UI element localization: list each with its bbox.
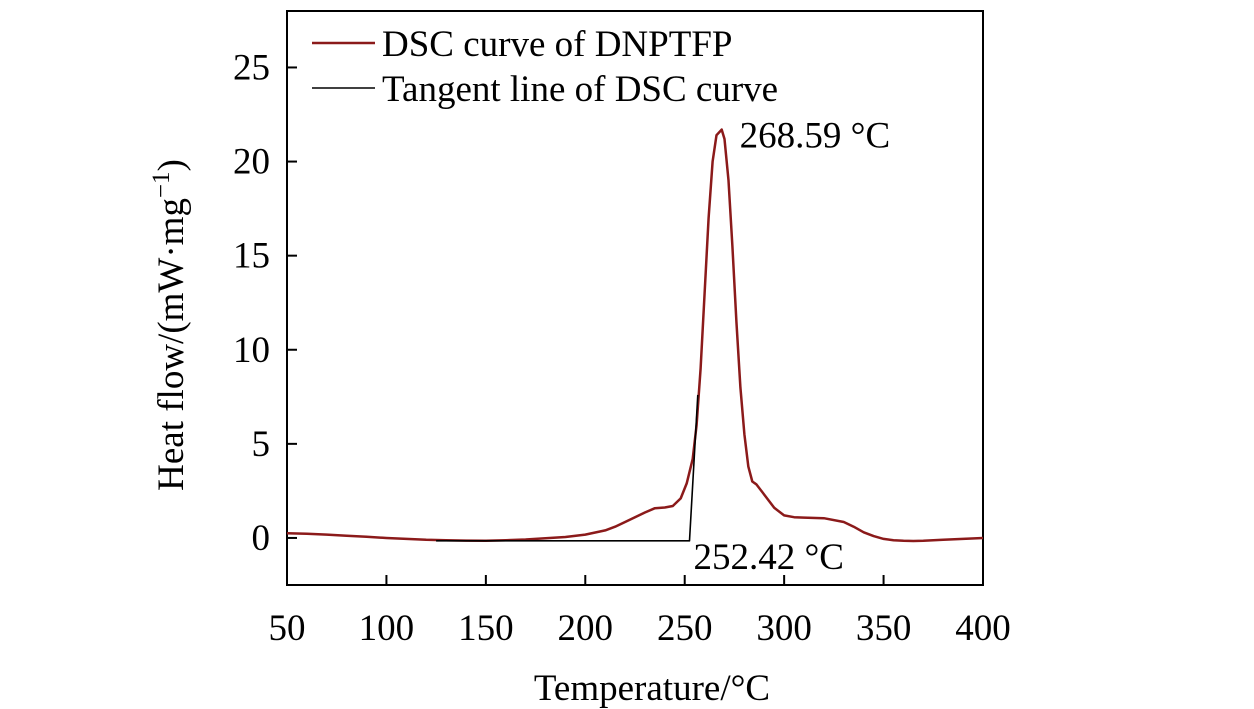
x-tick-label: 350 — [856, 608, 912, 649]
y-axis-title: Heat flow/(mW·mg−1) — [148, 159, 192, 491]
x-tick-label: 250 — [657, 608, 713, 649]
y-axis-title-superscript: −1 — [148, 171, 175, 198]
series-line-tangent — [436, 394, 699, 542]
legend-label-dsc: DSC curve of DNPTFP — [382, 24, 733, 65]
legend: DSC curve of DNPTFP Tangent line of DSC … — [312, 24, 778, 110]
y-tick-label: 15 — [233, 236, 270, 277]
x-tick-label: 100 — [359, 608, 415, 649]
y-tick-label: 10 — [233, 330, 270, 371]
x-tick-label: 400 — [955, 608, 1011, 649]
y-tick-label: 25 — [233, 47, 270, 88]
peak-annotation: 268.59 °C — [740, 116, 890, 157]
y-tick-label: 20 — [233, 142, 270, 183]
plot-lines — [286, 128, 984, 543]
x-tick-label: 300 — [756, 608, 812, 649]
y-tick-label: 0 — [252, 518, 271, 559]
annotations: 268.59 °C 252.42 °C — [694, 116, 891, 578]
y-axis-title-main: Heat flow/(mW·mg — [151, 198, 192, 491]
x-tick-label: 200 — [558, 608, 614, 649]
x-axis: 50 100 150 200 250 300 350 400 — [269, 575, 1011, 649]
x-axis-title: Temperature/°C — [534, 668, 770, 709]
y-axis: 0 5 10 15 20 25 — [233, 47, 297, 559]
y-axis-title-close: ) — [151, 159, 192, 171]
series-line-dsc — [286, 128, 984, 543]
x-tick-label: 50 — [269, 608, 306, 649]
legend-label-tangent: Tangent line of DSC curve — [382, 69, 778, 110]
x-tick-label: 150 — [458, 608, 514, 649]
onset-annotation: 252.42 °C — [694, 537, 844, 578]
y-tick-label: 5 — [252, 424, 271, 465]
plot-frame — [286, 10, 984, 586]
